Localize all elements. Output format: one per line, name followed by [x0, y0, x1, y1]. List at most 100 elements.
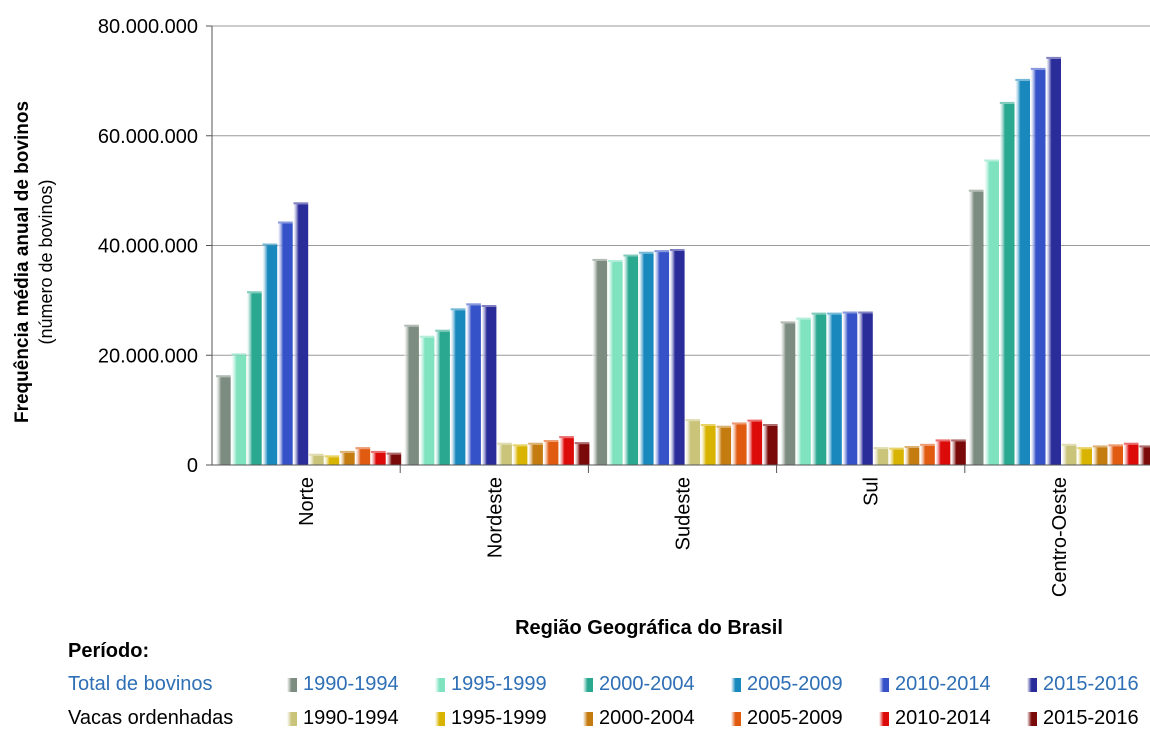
- bar-top: [873, 447, 889, 450]
- bar: [1108, 446, 1123, 465]
- bar: [858, 313, 873, 465]
- bar: [1061, 445, 1077, 465]
- legend-swatch: [879, 677, 889, 692]
- bar: [340, 452, 355, 465]
- bar: [669, 251, 685, 465]
- legend-entry: 2010-2014: [879, 707, 991, 730]
- bar: [731, 424, 747, 465]
- legend-entry-label: 1990-1994: [303, 673, 399, 695]
- bar-top: [450, 308, 466, 311]
- legend-entry-label: 1995-1999: [451, 707, 547, 729]
- bar-top: [999, 101, 1015, 104]
- bar-top: [340, 450, 355, 453]
- x-tick-label: Sul: [861, 477, 883, 506]
- bar-top: [1092, 445, 1108, 448]
- bar: [700, 426, 716, 465]
- bar-top: [324, 455, 340, 458]
- legend-row-label: Total de bovinos: [68, 673, 213, 695]
- bar-top: [700, 424, 716, 426]
- bar: [951, 441, 966, 465]
- bar: [984, 161, 999, 465]
- bar: [466, 305, 481, 465]
- bar-top: [574, 442, 590, 445]
- legend-entry: 1995-1999: [435, 707, 547, 730]
- bar: [796, 319, 811, 465]
- bar: [309, 455, 324, 465]
- legend-entry: 2005-2009: [731, 707, 843, 730]
- y-tick-label: 80.000.000: [98, 16, 198, 38]
- bar-top: [623, 254, 639, 257]
- bar-top: [231, 353, 247, 356]
- legend-entry: 2015-2016: [1027, 673, 1139, 696]
- legend-entry-label: 2015-2016: [1043, 673, 1139, 695]
- bar-top: [762, 424, 778, 426]
- bar: [435, 331, 450, 465]
- bar-top: [481, 305, 497, 307]
- bar-top: [827, 312, 842, 315]
- bar: [920, 445, 935, 465]
- bar: [968, 191, 984, 465]
- x-tick-label: Sudeste: [673, 477, 695, 550]
- bar-top: [935, 439, 951, 442]
- legend-entry: 1990-1994: [287, 673, 399, 696]
- y-axis-sublabel: (número de bovinos): [36, 179, 56, 344]
- legend-entry-label: 2005-2009: [747, 673, 843, 695]
- bar: [1030, 69, 1046, 466]
- bar-top: [1108, 444, 1123, 447]
- bar-top: [293, 202, 309, 205]
- legend-swatch: [1027, 711, 1037, 726]
- axes: 0 20.000.000 40.000.000 60.000.000 80.000.00…: [98, 16, 1150, 597]
- bar: [278, 223, 293, 465]
- bar-top: [404, 324, 419, 327]
- bar: [543, 442, 559, 465]
- legend-swatch: [287, 677, 297, 692]
- bar: [559, 438, 574, 465]
- bar: [623, 256, 639, 465]
- bar: [811, 314, 827, 465]
- bar-top: [731, 422, 747, 425]
- legend-entry: 2000-2004: [583, 673, 695, 696]
- bar-top: [842, 311, 858, 314]
- legend-swatch: [583, 677, 593, 692]
- labels: Frequência média anual de bovinos (númer…: [12, 101, 783, 639]
- bar: [216, 377, 231, 465]
- bar-top: [1077, 447, 1092, 450]
- bar-top: [607, 260, 623, 262]
- bar: [262, 245, 278, 465]
- bar: [324, 457, 340, 465]
- legend-row-label: Vacas ordenhadas: [68, 707, 234, 729]
- bar-top: [419, 335, 435, 338]
- bar: [762, 426, 778, 465]
- legend-entry-label: 2000-2004: [599, 673, 695, 695]
- legend-title: Período:: [68, 640, 150, 662]
- bar: [904, 448, 920, 465]
- bar: [873, 449, 889, 465]
- legend-entry-label: 1995-1999: [451, 673, 547, 695]
- bar-top: [386, 452, 402, 455]
- bar: [247, 293, 262, 465]
- bar: [574, 444, 590, 465]
- bar: [404, 326, 419, 465]
- bar-top: [371, 450, 386, 453]
- legend-entry: 1990-1994: [287, 707, 399, 730]
- bar: [685, 421, 701, 465]
- bar: [1123, 444, 1139, 465]
- bar: [935, 441, 951, 465]
- bar: [716, 427, 732, 465]
- bar: [747, 421, 763, 465]
- bar-top: [1139, 445, 1150, 448]
- y-tick-label: 0: [187, 455, 198, 477]
- bar-top: [780, 321, 796, 324]
- bar-top: [685, 419, 701, 422]
- legend-entry: 2005-2009: [731, 673, 843, 696]
- bar-top: [951, 439, 966, 442]
- bar: [450, 310, 466, 465]
- bar: [1092, 447, 1108, 465]
- bar: [293, 204, 309, 466]
- y-axis-label: Frequência média anual de bovinos: [12, 101, 33, 423]
- bar: [592, 260, 608, 465]
- bar: [607, 262, 623, 465]
- legend-entry-label: 2015-2016: [1043, 707, 1139, 729]
- legend-swatch: [435, 677, 445, 692]
- bar-top: [1030, 67, 1046, 70]
